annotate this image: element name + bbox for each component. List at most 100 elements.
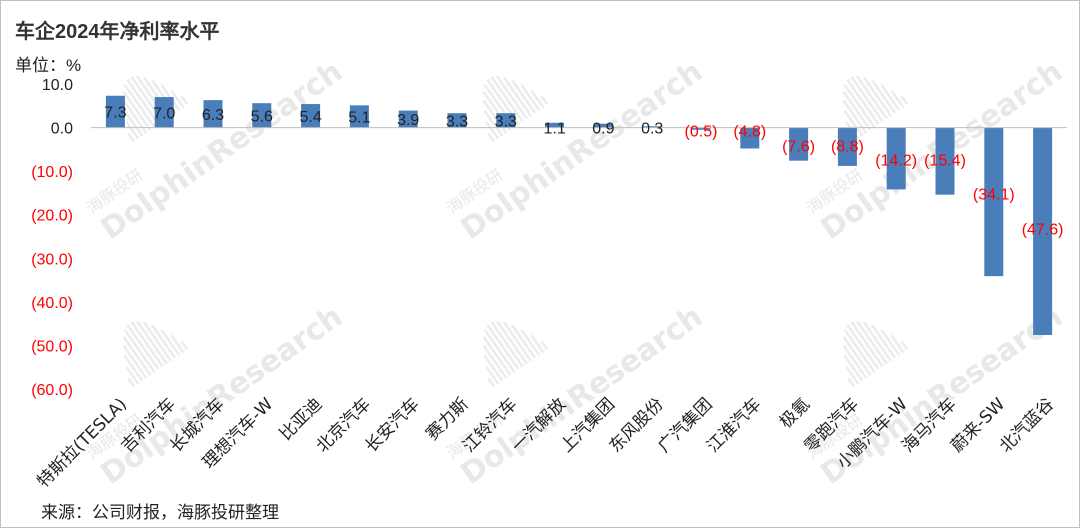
value-label: 0.3 bbox=[641, 121, 663, 138]
watermark-wave-bar bbox=[846, 323, 880, 371]
bar bbox=[545, 122, 565, 128]
bar bbox=[398, 110, 418, 128]
watermark-wave-bar bbox=[855, 320, 888, 365]
y-tick-label: (20.0) bbox=[31, 208, 73, 225]
value-label: (34.1) bbox=[973, 186, 1015, 203]
x-tick-label: 极氪 bbox=[776, 394, 814, 432]
watermark-wave-bar bbox=[482, 335, 512, 376]
bar bbox=[301, 104, 321, 128]
value-label: 3.3 bbox=[495, 113, 517, 130]
watermark-wave-bar bbox=[520, 84, 541, 111]
watermark-wave-bar bbox=[900, 340, 909, 351]
watermark-wave-bar bbox=[540, 340, 549, 351]
watermark-wave-bar bbox=[486, 323, 520, 371]
watermark-wave-bar bbox=[490, 76, 524, 123]
bar bbox=[1033, 127, 1053, 335]
watermark-wave-bar bbox=[495, 320, 528, 365]
value-label: 7.3 bbox=[104, 105, 126, 122]
watermark-wave-bar bbox=[125, 366, 140, 385]
bar bbox=[886, 127, 906, 190]
watermark-wave-bar bbox=[123, 83, 156, 129]
watermark-wave-bar bbox=[843, 328, 876, 374]
y-tick-label: (10.0) bbox=[31, 164, 73, 181]
bar bbox=[935, 127, 955, 195]
bar bbox=[789, 127, 809, 161]
bar bbox=[740, 127, 760, 149]
watermark-en: DolphinResearch bbox=[95, 54, 349, 247]
bar bbox=[203, 100, 223, 128]
watermark-wave-bar bbox=[862, 321, 892, 362]
watermark-wave-bar bbox=[126, 323, 160, 371]
watermark-wave-bar bbox=[170, 89, 185, 109]
watermark-wave-bar bbox=[122, 344, 148, 379]
watermark-wave-bar bbox=[160, 329, 181, 356]
watermark-wave-bar bbox=[122, 90, 152, 131]
watermark-wave-bar bbox=[180, 95, 189, 106]
watermark-wave-bar bbox=[135, 320, 168, 365]
watermark-wave-bar bbox=[483, 328, 516, 374]
bar bbox=[837, 127, 857, 166]
unit-label: 单位：% bbox=[15, 56, 82, 75]
bar bbox=[349, 105, 369, 128]
y-tick-label: 10.0 bbox=[42, 77, 73, 94]
watermark-wave-bar bbox=[180, 340, 189, 351]
watermark-wave-bar bbox=[843, 83, 876, 129]
watermark-wave-bar bbox=[890, 89, 905, 109]
watermark-wave-bar bbox=[900, 95, 909, 106]
value-label: 5.1 bbox=[348, 109, 370, 126]
bar bbox=[154, 97, 174, 128]
bar bbox=[496, 113, 516, 128]
watermark-wave-bar bbox=[847, 377, 856, 388]
watermark-wave-bar bbox=[855, 75, 888, 120]
watermark-wave-bar bbox=[122, 99, 148, 134]
watermark-wave-bar bbox=[880, 329, 901, 356]
watermark-wave-bar bbox=[490, 321, 524, 368]
watermark-wave-bar bbox=[845, 366, 860, 385]
watermark-wave-bar bbox=[125, 121, 140, 140]
watermark-wave-bar bbox=[485, 121, 500, 140]
watermark-wave-bar bbox=[127, 377, 136, 388]
watermark-wave-bar bbox=[511, 324, 537, 359]
value-label: 5.4 bbox=[299, 109, 321, 126]
value-label: 6.3 bbox=[202, 107, 224, 124]
bar bbox=[252, 103, 272, 128]
x-tick-label: 长安汽车 bbox=[362, 394, 424, 456]
watermark-wave-bar bbox=[485, 366, 500, 385]
value-label: 5.6 bbox=[251, 108, 273, 125]
watermark-wave-bar bbox=[842, 90, 872, 131]
watermark-wave-bar bbox=[126, 78, 160, 126]
watermark-wave-bar bbox=[123, 109, 144, 137]
watermark-wave-bar bbox=[842, 344, 868, 379]
watermark-wave-bar bbox=[843, 109, 864, 137]
watermark-wave-bar bbox=[502, 76, 532, 117]
watermark-wave-bar bbox=[862, 76, 892, 117]
value-label: (4.8) bbox=[733, 124, 766, 141]
value-label: 3.3 bbox=[446, 113, 468, 130]
bar bbox=[691, 127, 711, 130]
bar bbox=[984, 127, 1004, 277]
watermark-wave-bar bbox=[122, 335, 152, 376]
watermark-wave-bar bbox=[871, 324, 897, 359]
watermark-wave-bar bbox=[842, 99, 868, 134]
value-label: 3.9 bbox=[397, 112, 419, 129]
bar bbox=[593, 123, 613, 128]
watermark-wave-bar bbox=[483, 354, 504, 382]
watermark-wave-bar bbox=[871, 79, 897, 114]
y-tick-label: (60.0) bbox=[31, 382, 73, 399]
watermark-wave-bar bbox=[487, 377, 496, 388]
watermark-wave-bar bbox=[123, 354, 144, 382]
bar bbox=[447, 113, 467, 128]
value-label: (14.2) bbox=[875, 153, 917, 170]
watermark-en: DolphinResearch bbox=[455, 299, 709, 492]
watermark-wave-bar bbox=[511, 79, 537, 114]
value-label: (47.6) bbox=[1022, 221, 1064, 238]
watermark-wave-bar bbox=[123, 328, 156, 374]
watermark-wave-bar bbox=[880, 84, 901, 111]
value-label: 1.1 bbox=[543, 121, 565, 138]
y-tick-label: 0.0 bbox=[51, 121, 73, 138]
value-label: (0.5) bbox=[685, 124, 718, 141]
y-tick-label: (40.0) bbox=[31, 295, 73, 312]
value-label: (7.6) bbox=[782, 139, 815, 156]
